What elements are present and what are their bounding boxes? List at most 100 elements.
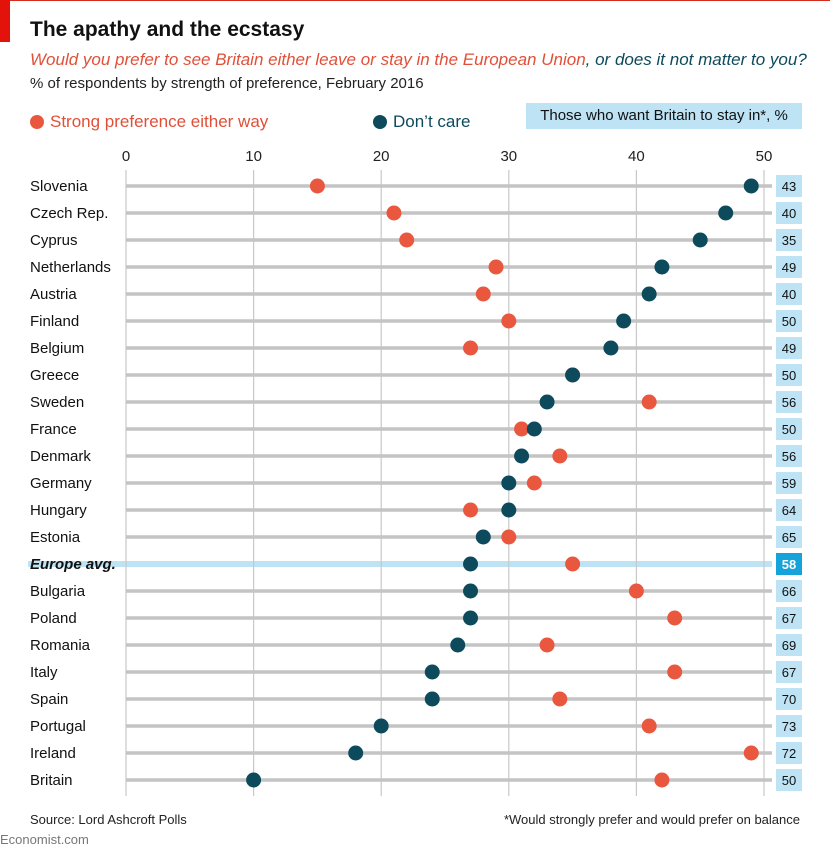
dont-care-dot bbox=[526, 421, 542, 437]
strong-preference-dot bbox=[463, 502, 479, 518]
stay-in-value: 40 bbox=[782, 287, 796, 302]
strong-preference-dot bbox=[463, 340, 479, 356]
category-label: Ireland bbox=[30, 745, 76, 762]
dont-care-dot bbox=[514, 448, 530, 464]
stay-in-value: 69 bbox=[782, 638, 796, 653]
legend-strong: Strong preference either way bbox=[30, 112, 268, 132]
strong-preference-dot bbox=[501, 529, 517, 545]
source-note: Source: Lord Ashcroft Polls bbox=[30, 812, 187, 827]
stay-in-value: 56 bbox=[782, 395, 796, 410]
stay-in-box bbox=[776, 580, 802, 602]
category-label: Belgium bbox=[30, 340, 84, 357]
chart-title: The apathy and the ecstasy bbox=[30, 18, 305, 41]
dont-care-dot bbox=[501, 475, 517, 491]
top-rule bbox=[0, 0, 830, 1]
strong-preference-dot bbox=[667, 664, 683, 680]
category-label: Denmark bbox=[30, 448, 91, 465]
strong-preference-dot bbox=[552, 448, 568, 464]
category-label: Cyprus bbox=[30, 232, 78, 249]
strong-preference-dot bbox=[399, 232, 415, 248]
stay-in-box bbox=[776, 229, 802, 251]
stay-in-value: 58 bbox=[782, 557, 796, 572]
stay-in-value: 50 bbox=[782, 422, 796, 437]
strong-preference-dot bbox=[667, 610, 683, 626]
footnote: *Would strongly prefer and would prefer … bbox=[503, 812, 800, 827]
stay-in-box bbox=[776, 364, 802, 386]
category-label: Greece bbox=[30, 367, 79, 384]
category-label: Slovenia bbox=[30, 178, 88, 195]
dont-care-dot bbox=[743, 178, 759, 194]
category-label: Portugal bbox=[30, 718, 86, 735]
dont-care-dot bbox=[463, 556, 479, 572]
stay-in-box bbox=[776, 499, 802, 521]
strong-preference-dot bbox=[309, 178, 325, 194]
strong-preference-dot bbox=[386, 205, 402, 221]
x-tick-label: 0 bbox=[122, 148, 130, 165]
chart-note: % of respondents by strength of preferen… bbox=[30, 75, 424, 92]
x-tick-label: 20 bbox=[373, 148, 390, 165]
stay-in-value: 67 bbox=[782, 665, 796, 680]
stay-in-header: Those who want Britain to stay in*, % bbox=[526, 103, 802, 129]
dont-care-dot bbox=[463, 610, 479, 626]
stay-in-value: 70 bbox=[782, 692, 796, 707]
dont-care-dot bbox=[641, 286, 657, 302]
stay-in-box bbox=[776, 607, 802, 629]
stay-in-box bbox=[776, 175, 802, 197]
stay-in-value: 50 bbox=[782, 314, 796, 329]
highlight-band bbox=[28, 561, 772, 567]
strong-preference-dot bbox=[743, 745, 759, 761]
stay-in-value: 49 bbox=[782, 341, 796, 356]
stay-in-box bbox=[776, 688, 802, 710]
stay-in-box bbox=[776, 526, 802, 548]
chart-subtitle: Would you prefer to see Britain either l… bbox=[30, 50, 807, 70]
stay-in-box bbox=[776, 715, 802, 737]
stay-in-box bbox=[776, 661, 802, 683]
stay-in-box bbox=[776, 202, 802, 224]
dont-care-dot bbox=[348, 745, 364, 761]
stay-in-value: 73 bbox=[782, 719, 796, 734]
category-label: Spain bbox=[30, 691, 68, 708]
dont-care-dot bbox=[718, 205, 734, 221]
category-label: Hungary bbox=[30, 502, 87, 519]
stay-in-value: 67 bbox=[782, 611, 796, 626]
stay-in-value: 64 bbox=[782, 503, 796, 518]
subtitle-part-strong: Would you prefer to see Britain either l… bbox=[30, 50, 586, 69]
stay-in-box bbox=[776, 769, 802, 791]
dont-care-dot bbox=[475, 529, 491, 545]
stay-in-box bbox=[776, 310, 802, 332]
category-label: Austria bbox=[30, 286, 77, 303]
category-label: Germany bbox=[30, 475, 92, 492]
dont-care-dot bbox=[450, 637, 466, 653]
strong-preference-dot bbox=[565, 556, 581, 572]
stay-in-box bbox=[776, 256, 802, 278]
stay-in-value: 59 bbox=[782, 476, 796, 491]
stay-in-value: 43 bbox=[782, 179, 796, 194]
category-label: Poland bbox=[30, 610, 77, 627]
stay-in-value: 50 bbox=[782, 368, 796, 383]
subtitle-part-dont-care: , or does it not matter to you? bbox=[585, 50, 807, 69]
dont-care-dot bbox=[565, 367, 581, 383]
category-label: Britain bbox=[30, 772, 73, 789]
legend-dont-care: Don’t care bbox=[373, 112, 470, 132]
legend-strong-label: Strong preference either way bbox=[50, 112, 269, 131]
strong-preference-dot bbox=[628, 583, 644, 599]
category-label: Finland bbox=[30, 313, 79, 330]
x-tick-label: 40 bbox=[628, 148, 645, 165]
stay-in-value: 50 bbox=[782, 773, 796, 788]
strong-preference-dot bbox=[475, 286, 491, 302]
stay-in-value: 72 bbox=[782, 746, 796, 761]
strong-preference-dot bbox=[641, 718, 657, 734]
stay-in-value: 49 bbox=[782, 260, 796, 275]
category-label: Europe avg. bbox=[30, 556, 116, 573]
x-tick-label: 50 bbox=[756, 148, 773, 165]
legend-strong-dot bbox=[30, 115, 44, 129]
stay-in-box bbox=[776, 445, 802, 467]
stay-in-box bbox=[776, 283, 802, 305]
stay-in-box bbox=[776, 337, 802, 359]
category-label: Sweden bbox=[30, 394, 84, 411]
strong-preference-dot bbox=[654, 772, 670, 788]
dont-care-dot bbox=[539, 394, 555, 410]
category-label: Estonia bbox=[30, 529, 81, 546]
dont-care-dot bbox=[424, 664, 440, 680]
category-label: Czech Rep. bbox=[30, 205, 108, 222]
